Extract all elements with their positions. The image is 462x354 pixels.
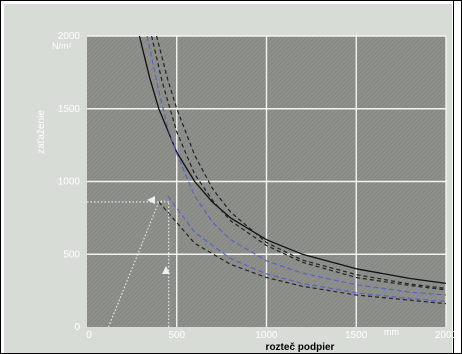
up-arrow-marker — [162, 266, 170, 274]
y-tick-label: 0 — [74, 322, 80, 333]
x-tick-label: 500 — [168, 330, 185, 341]
series-line-7 — [167, 195, 446, 303]
x-axis-label: rozteč podpier — [266, 342, 335, 353]
left-arrow-marker — [147, 196, 155, 204]
y-tick-label: 1000 — [58, 177, 81, 188]
series-line-3 — [151, 36, 446, 291]
y-tick-label: 1500 — [58, 104, 81, 115]
grid-lines — [87, 35, 447, 327]
x-tick-label: 1500 — [345, 330, 368, 341]
x-tick-label: 0 — [86, 330, 92, 341]
series-line-2 — [156, 36, 446, 289]
y-tick-label: 500 — [63, 249, 80, 260]
y-tick-label: 2000 — [58, 31, 81, 42]
x-unit-label: mm — [384, 327, 399, 337]
y-unit-label: N/m² — [52, 41, 72, 51]
x-tick-label: 2000 — [435, 330, 458, 341]
frame-divider — [453, 1, 454, 353]
series-line-5 — [158, 201, 446, 305]
x-tick-label: 1000 — [255, 330, 278, 341]
annotation-arrows — [147, 196, 170, 274]
series-line-4 — [146, 36, 446, 296]
y-axis-label: zaťaženie — [36, 110, 47, 154]
x-tick-labels: 0 500 1000 1500 2000 — [86, 330, 457, 341]
series-layer — [87, 36, 446, 327]
y-tick-labels: 0 500 1000 1500 2000 — [58, 31, 81, 333]
